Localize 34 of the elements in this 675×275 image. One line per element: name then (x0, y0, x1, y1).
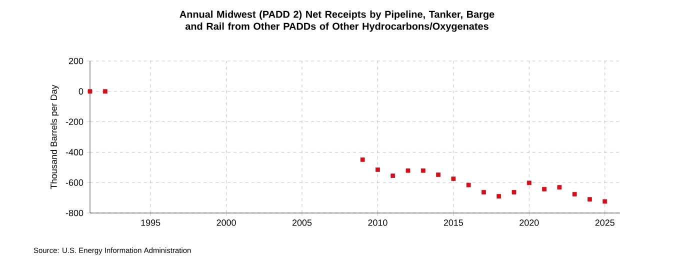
point (102, 89, 108, 94)
x-tick-label: 1995 (141, 220, 160, 226)
y-tick-label: -400 (66, 149, 84, 156)
y-tick-label: -600 (66, 179, 84, 186)
point (360, 157, 365, 162)
point (482, 190, 486, 194)
chart-title: Annual Midwest (PADD 2) Net Receipts by Pipeline, Tanker, Barge and Rail from Other PADDs of Other Hydrocarbons/Oxygenates (180, 10, 494, 32)
y-axis-title: Thousand Barrels per Day (50, 84, 59, 190)
x-tick-label: 2000 (216, 220, 236, 226)
point (376, 167, 380, 172)
y-tick-label: 0 (78, 88, 84, 95)
point (390, 174, 396, 178)
point (512, 190, 516, 194)
x-tick-label: 2020 (520, 220, 539, 226)
y-tick-label: -200 (66, 118, 84, 125)
x-tick-label: 2010 (368, 220, 388, 226)
point (526, 180, 532, 186)
point (436, 172, 440, 177)
point (572, 192, 577, 196)
point (542, 186, 546, 192)
x-tick-label: 2005 (292, 220, 312, 226)
y-tick-label: 200 (68, 58, 84, 64)
point (88, 89, 92, 94)
point (406, 168, 410, 173)
point (466, 182, 471, 188)
point (588, 197, 592, 202)
point (420, 168, 426, 173)
y-tick-label: -800 (66, 210, 84, 216)
x-tick-label: 2025 (595, 220, 614, 226)
point (557, 185, 562, 190)
point (451, 176, 456, 181)
x-tick-label: 2015 (444, 220, 464, 226)
point (496, 194, 502, 198)
point (602, 199, 608, 204)
